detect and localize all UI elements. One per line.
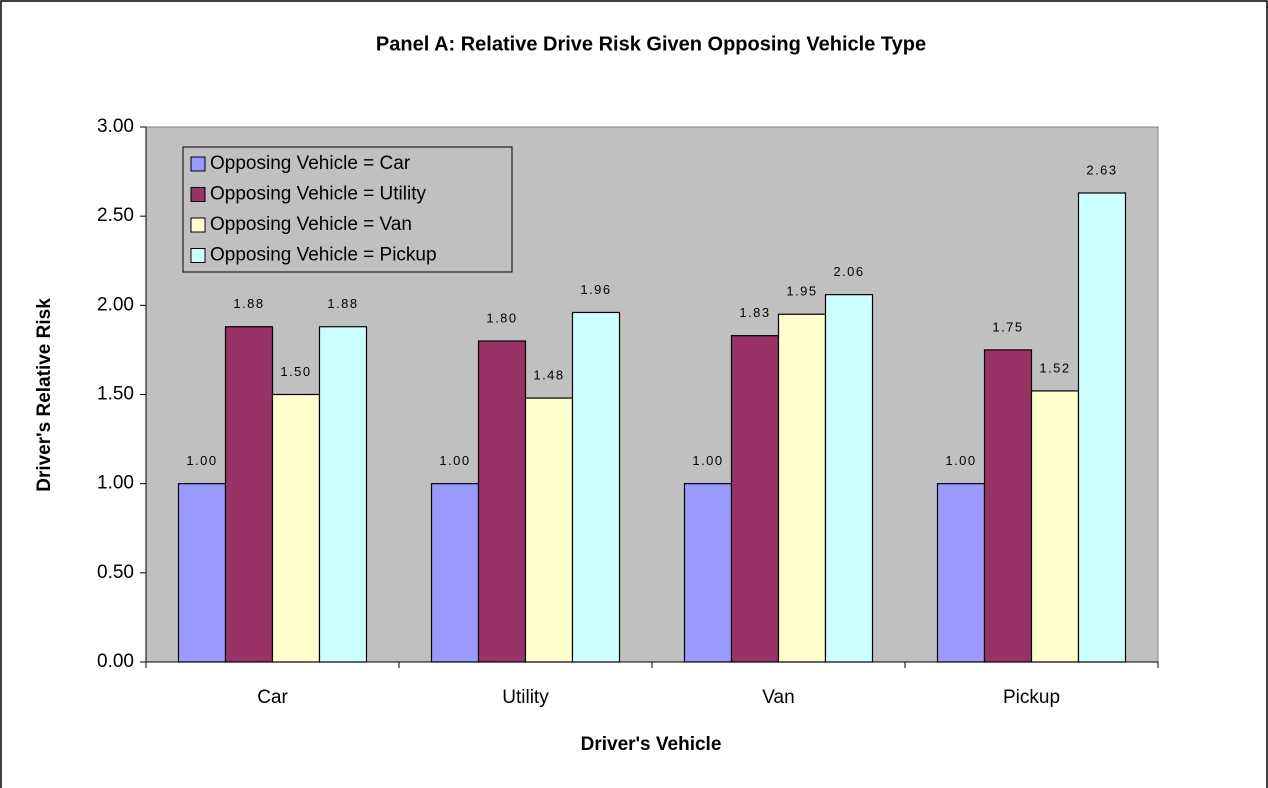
bar [318,326,368,663]
y-tick-label: 0.00 [97,651,134,672]
value-label: 1.48 [533,368,564,383]
bar [824,294,874,663]
value-label: 2.06 [833,264,864,279]
x-tick-label: Utility [502,687,549,708]
x-axis-title: Driver's Vehicle [581,734,722,755]
legend-swatch [190,217,206,233]
bar [1077,192,1127,663]
value-label: 1.83 [739,305,770,320]
x-tick-label: Car [257,687,288,708]
value-label: 1.75 [992,319,1023,334]
value-label: 1.00 [945,453,976,468]
y-tick-label: 2.50 [97,205,134,226]
legend-label: Opposing Vehicle = Car [210,153,411,174]
x-tick-label: Pickup [1003,687,1060,708]
value-label: 1.00 [692,453,723,468]
bar [571,311,621,663]
legend-swatch [190,187,206,202]
legend-label: Opposing Vehicle = Utility [210,184,426,205]
value-label: 1.50 [280,364,311,379]
legend-swatch [190,156,206,172]
value-label: 1.52 [1039,360,1070,375]
bar [430,483,480,663]
x-tick-label: Van [762,687,794,708]
bar [983,349,1033,663]
bar [936,483,986,663]
value-label: 1.96 [580,282,611,297]
bar [683,483,733,663]
legend-label: Opposing Vehicle = Van [210,214,412,235]
legend-label: Opposing Vehicle = Pickup [210,245,437,266]
y-tick-label: 1.00 [97,473,134,494]
bar [1030,390,1080,663]
chart-title: Panel A: Relative Drive Risk Given Oppos… [376,33,926,55]
value-label: 1.95 [786,284,817,299]
value-label: 1.00 [439,453,470,468]
value-label: 2.63 [1086,162,1117,177]
y-tick-label: 3.00 [97,116,134,137]
value-label: 1.88 [327,296,358,311]
y-tick-label: 1.50 [97,384,134,405]
bar [477,340,527,663]
y-tick-label: 2.00 [97,294,134,315]
bar [224,326,274,663]
bar [177,483,227,663]
value-label: 1.88 [233,296,264,311]
legend-box [182,146,513,273]
legend-swatch [190,248,206,263]
y-axis-title: Driver's Relative Risk [34,298,55,492]
value-label: 1.00 [186,453,217,468]
bar [777,313,827,663]
y-tick-label: 0.50 [97,562,134,583]
bar [271,393,321,663]
bar [730,335,780,663]
bar [524,397,574,663]
value-label: 1.80 [486,310,517,325]
